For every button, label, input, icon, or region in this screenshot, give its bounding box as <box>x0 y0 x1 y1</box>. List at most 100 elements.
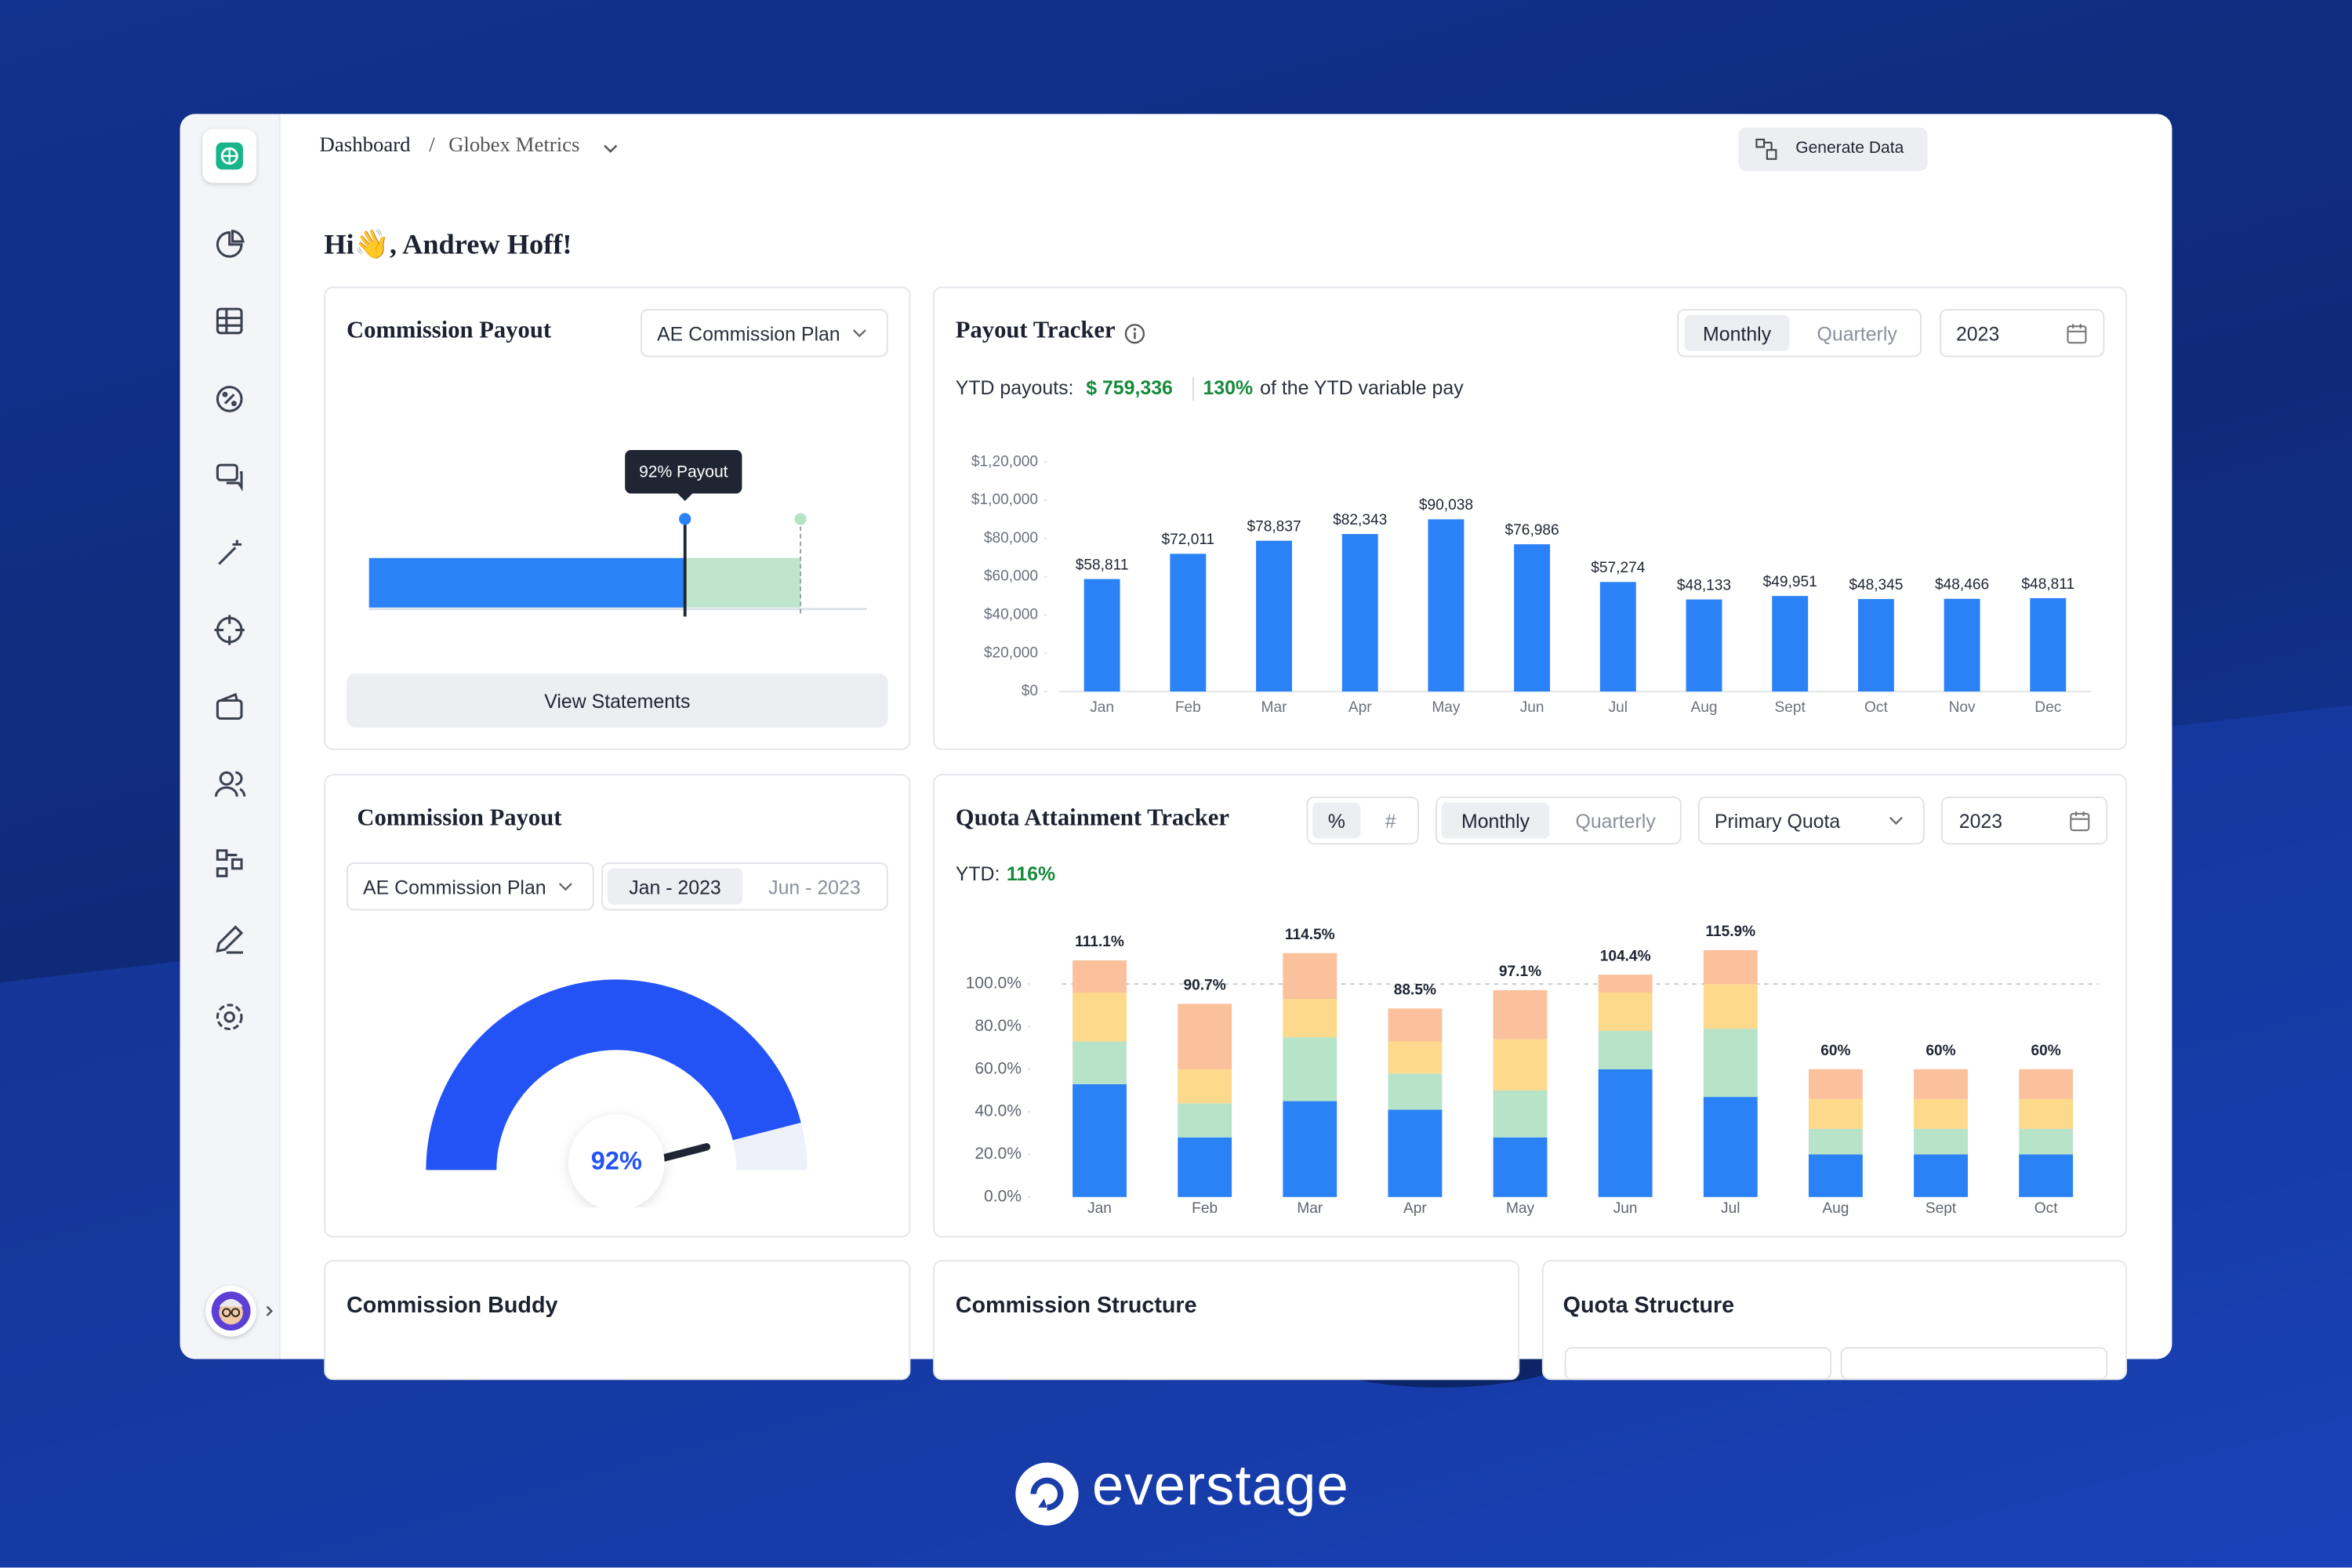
card-title: Commission Structure <box>955 1293 1197 1319</box>
toggle-option[interactable]: Quarterly <box>1817 321 1897 345</box>
payout-progress: 92% Payout <box>368 449 867 617</box>
generate-data-button[interactable]: Generate Data <box>1738 127 1928 172</box>
bar-segment <box>1808 1128 1863 1155</box>
toggle-option[interactable]: Monthly <box>1684 314 1790 351</box>
button-label: View Statements <box>544 689 691 712</box>
toggle-option[interactable]: # <box>1385 809 1396 832</box>
x-tick-label: Jan <box>1087 1200 1112 1217</box>
value-label: $72,011 <box>1161 532 1214 548</box>
payout-chart: $0 $20,000 $40,000 $60,000 $80,000 $1,00,000 $… <box>971 453 2092 716</box>
toggle-option[interactable]: Jun - 2023 <box>768 875 861 898</box>
gauge-remainder <box>732 1122 808 1171</box>
plan-select[interactable]: AE Commission Plan <box>640 309 888 358</box>
bar-segment <box>1493 1090 1548 1138</box>
year-picker[interactable]: 2023 <box>1940 796 2108 845</box>
value-label: $57,274 <box>1591 560 1645 576</box>
value-label: $48,345 <box>1849 577 1903 593</box>
bar-segment <box>1598 1030 1653 1069</box>
target-range <box>684 557 801 608</box>
y-tick-label: $1,00,000 <box>971 492 1038 508</box>
bar-segment <box>1808 1069 1863 1099</box>
value-label: $48,811 <box>2021 576 2074 593</box>
year-picker[interactable]: 2023 <box>1939 309 2105 358</box>
x-tick-label: Sept <box>1775 699 1806 716</box>
user-avatar[interactable] <box>205 1285 257 1337</box>
app-logo[interactable] <box>202 129 257 183</box>
toggle-option[interactable]: Quarterly <box>1575 809 1656 832</box>
bar <box>1428 519 1465 692</box>
toggle-option[interactable]: Jan - 2023 <box>607 868 743 905</box>
commission-buddy-card <box>324 1260 911 1381</box>
bar <box>1599 582 1636 692</box>
x-tick-label: Jul <box>1721 1200 1740 1217</box>
ytd-label: YTD: <box>955 862 1000 885</box>
value-label: $76,986 <box>1505 522 1559 539</box>
toggle-option[interactable]: % <box>1312 802 1361 839</box>
dropdown-chevron[interactable] <box>600 140 621 158</box>
view-statements-button[interactable]: View Statements <box>346 673 888 728</box>
x-tick-label: Mar <box>1261 699 1288 716</box>
x-tick-label: Feb <box>1175 699 1201 716</box>
period-toggle: Jan - 2023 Jun - 2023 <box>601 862 888 911</box>
x-tick-label: Nov <box>1949 699 1976 716</box>
y-tick-label: 100.0% <box>966 975 1022 993</box>
payout-dot <box>679 513 691 525</box>
bar-segment <box>1283 953 1338 1000</box>
ytd-amount: $ 759,336 <box>1086 376 1173 399</box>
x-tick-label: Dec <box>2034 699 2061 716</box>
bar-segment <box>1914 1069 1968 1099</box>
y-tick-label: $20,000 <box>984 644 1038 661</box>
x-tick-label: Jan <box>1090 699 1114 716</box>
brand-name: everstage <box>1091 1454 1349 1519</box>
nav-icons[interactable] <box>210 225 249 1043</box>
brand-icon <box>1015 1462 1079 1526</box>
year-value: 2023 <box>1958 810 2003 833</box>
x-tick-label: May <box>1432 699 1461 716</box>
breadcrumb-separator: / <box>429 135 435 158</box>
toggle-option[interactable]: Monthly <box>1441 802 1550 839</box>
breadcrumb-current[interactable]: Globex Metrics <box>448 135 580 158</box>
bar-segment <box>1598 975 1653 993</box>
payout-gauge: 92% <box>426 979 808 1208</box>
select-value: Primary Quota <box>1714 810 1841 833</box>
y-tick-label: 80.0% <box>975 1017 1022 1035</box>
bar-segment <box>1598 992 1653 1031</box>
plan-select[interactable]: AE Commission Plan <box>346 862 594 911</box>
bar-segment <box>1703 1029 1758 1098</box>
total-label: 114.5% <box>1285 927 1335 943</box>
ytd-label: YTD payouts: <box>955 376 1074 399</box>
x-tick-label: Jul <box>1609 699 1628 716</box>
quota-select[interactable]: Primary Quota <box>1697 796 1925 845</box>
bar-segment <box>2019 1128 2074 1155</box>
bar-segment <box>1914 1098 1968 1129</box>
value-label: $78,837 <box>1247 519 1301 535</box>
payout-bar <box>368 557 685 608</box>
ytd-percent-label: of the YTD variable pay <box>1260 376 1464 399</box>
bar-segment <box>1703 949 1758 985</box>
total-label: 104.4% <box>1600 948 1651 964</box>
y-tick-label: $80,000 <box>984 530 1038 546</box>
bar-segment <box>1493 1137 1548 1197</box>
ytd-percent: 130% <box>1203 376 1254 399</box>
total-label: 88.5% <box>1394 982 1436 998</box>
year-value: 2023 <box>1955 322 2000 346</box>
placeholder-box <box>1840 1347 2108 1381</box>
bar <box>1857 599 1894 692</box>
sidebar <box>180 114 281 1359</box>
bar-segment <box>1178 1137 1232 1197</box>
expand-chevron[interactable] <box>263 1302 278 1320</box>
x-tick-label: Sept <box>1926 1200 1957 1217</box>
bar <box>1341 534 1378 692</box>
y-tick-label: 0.0% <box>984 1187 1022 1205</box>
breadcrumb-root[interactable]: Dashboard <box>319 135 411 158</box>
period-toggle: Monthly Quarterly <box>1436 796 1682 845</box>
select-value: AE Commission Plan <box>657 322 840 346</box>
total-label: 97.1% <box>1499 964 1541 980</box>
card-title: Commission Payout <box>346 318 552 344</box>
info-icon[interactable] <box>1123 322 1146 345</box>
card-title: Quota Structure <box>1563 1293 1735 1319</box>
x-tick-label: Apr <box>1403 1200 1427 1217</box>
bar-segment <box>1703 1097 1758 1197</box>
value-label: $48,466 <box>1935 577 1989 593</box>
value-label: $58,811 <box>1076 557 1129 573</box>
